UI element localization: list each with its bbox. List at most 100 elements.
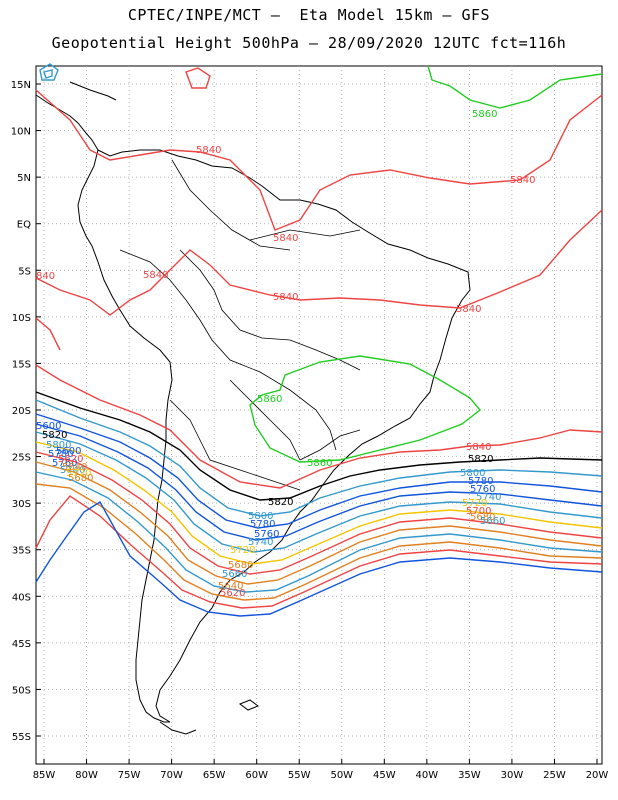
lat-label: 15S: [12, 359, 31, 370]
contour-low-center: [39, 63, 59, 81]
contour-5760: [35, 423, 603, 541]
lon-label: 50W: [330, 770, 353, 781]
west-coast: [77, 149, 173, 723]
contour-label: 5780: [48, 449, 73, 460]
contour-label: 5780: [468, 476, 493, 487]
contour-5680: [35, 461, 603, 585]
contour-label: 5680: [228, 560, 253, 571]
contour-5840-south: [35, 364, 603, 489]
contour-5740: [35, 431, 603, 553]
lon-label: 75W: [118, 770, 141, 781]
contour-label: 5700: [466, 506, 491, 517]
contour-label: 5740: [476, 492, 501, 503]
falklands: [238, 699, 260, 711]
contour-label: 5600: [56, 446, 81, 457]
lat-lon-grid: [36, 66, 602, 764]
axis-labels: 15N 10N 5N EQ 5S 10S 15S 20S 25S 30S 35S 40S 45S 50S 5…: [11, 80, 609, 781]
lon-label: 70W: [160, 770, 183, 781]
map-frame: [35, 65, 603, 765]
contour-5660: [35, 471, 603, 593]
lat-label: 45S: [12, 639, 31, 650]
lat-label: 35S: [12, 546, 31, 557]
lat-label: 20S: [12, 406, 31, 417]
lon-label: 85W: [33, 770, 56, 781]
contour-label: 5840: [196, 145, 221, 156]
lat-label: 10S: [12, 313, 31, 324]
lat-label: 10N: [11, 127, 31, 138]
contour-label: 5840: [510, 175, 535, 186]
contour-label: 5720: [66, 468, 91, 479]
contour-label: 5840: [273, 292, 298, 303]
contour-label: 5800: [46, 440, 71, 451]
map-subtitle: Geopotential Height 500hPa – 28/09/2020 …: [51, 34, 567, 52]
lon-label: 40W: [416, 770, 439, 781]
central-america-coast: [35, 81, 117, 151]
contour-label: 5820: [42, 430, 67, 441]
contour-label: 5860: [307, 458, 332, 469]
contour-label: 5820: [268, 497, 293, 508]
contour-label: 5620: [220, 588, 245, 599]
contour-label: 5800: [248, 511, 273, 522]
lon-label: 65W: [203, 770, 226, 781]
contour-5600: [35, 501, 603, 617]
contour-5840-north-a: [35, 89, 603, 231]
contour-5860-south: [249, 355, 482, 463]
contour-label: 5840: [143, 270, 168, 281]
contour-5620: [35, 495, 603, 609]
contour-label: 5740: [60, 465, 85, 476]
contour-label: 5760: [254, 529, 279, 540]
contour-label: 5680: [470, 512, 495, 523]
south-america-coast: [97, 149, 471, 723]
contour-label: 5760: [470, 484, 495, 495]
coastlines: [35, 81, 471, 735]
contour-label: 5680: [68, 473, 93, 484]
contour-label: 5820: [468, 454, 493, 465]
lon-label: 55W: [288, 770, 311, 781]
lat-label: 15N: [11, 80, 31, 91]
axis-ticks: [36, 83, 598, 764]
lon-label: 60W: [245, 770, 268, 781]
lon-label: 80W: [75, 770, 98, 781]
contour-label: 5780: [250, 519, 275, 530]
lat-label: 30S: [12, 499, 31, 510]
lon-label: 35W: [458, 770, 481, 781]
lon-label: 45W: [373, 770, 396, 781]
contour-label: 5660: [222, 569, 247, 580]
contour-5640: [35, 483, 603, 601]
lat-label: 5S: [18, 266, 31, 277]
contour-label: 5840: [466, 442, 491, 453]
lat-label: 40S: [12, 592, 31, 603]
contour-label: 5840: [273, 233, 298, 244]
contours: [35, 63, 603, 617]
contour-5820: [35, 391, 603, 501]
contour-5800: [35, 399, 603, 517]
lat-label: EQ: [17, 220, 31, 231]
contour-label: 5840: [456, 304, 481, 315]
tierra-del-fuego: [159, 721, 197, 735]
contour-5840-small-loop: [185, 67, 211, 89]
contour-label: 5860: [257, 394, 282, 405]
contour-5860-north: [427, 65, 603, 109]
contour-label: 5860: [472, 109, 497, 120]
lat-label: 25S: [12, 453, 31, 464]
contour-label: 5640: [62, 462, 87, 473]
lat-label: 50S: [12, 685, 31, 696]
lat-label: 5N: [17, 173, 31, 184]
contour-5840-north-b: [35, 209, 603, 316]
contour-labels: 5860 5840 5840 5840 5840 5840 840 5840 5860 5860 5…: [36, 109, 535, 599]
contour-label: 5720: [462, 498, 487, 509]
contour-label: 5760: [52, 458, 77, 469]
contour-label: 5800: [460, 468, 485, 479]
contour-label: 5720: [230, 545, 255, 556]
contour-5720: [35, 441, 603, 565]
contour-5700: [35, 451, 603, 575]
contour-label: 5740: [248, 537, 273, 548]
contour-label: 5600: [36, 421, 61, 432]
contour-label: 5660: [480, 516, 505, 527]
map-title: CPTEC/INPE/MCT – Eta Model 15km – GFS: [127, 6, 491, 24]
contour-label: 840: [36, 271, 55, 282]
contour-label: 5640: [218, 581, 243, 592]
lon-label: 20W: [586, 770, 609, 781]
contour-5840-west-loop: [35, 317, 61, 351]
